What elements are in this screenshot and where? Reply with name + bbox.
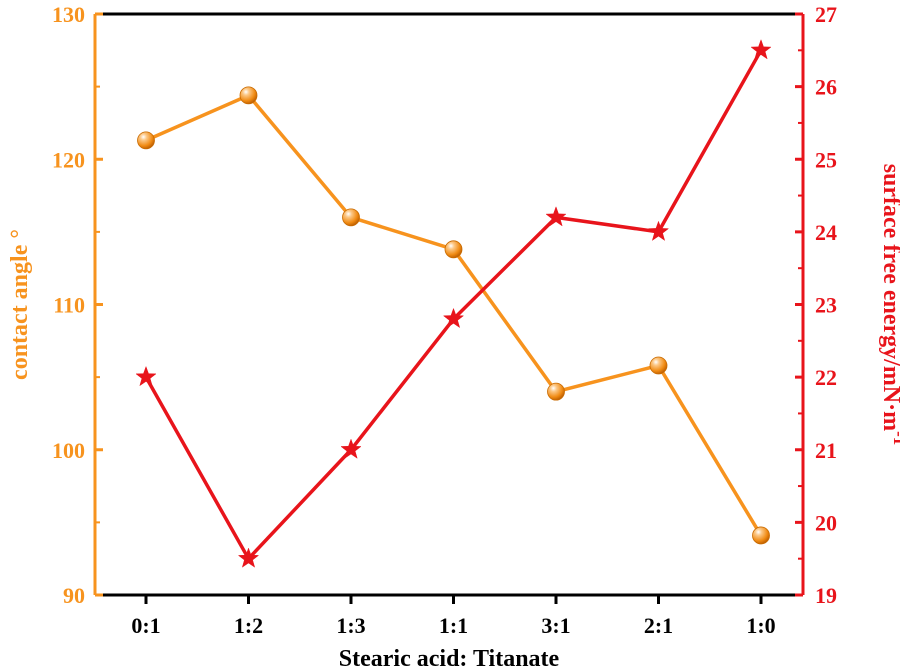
right-tick-label: 19 bbox=[815, 583, 837, 608]
x-tick-label: 1:3 bbox=[336, 613, 365, 638]
surface-free-energy-point bbox=[237, 547, 260, 568]
right-tick-label: 24 bbox=[815, 220, 837, 245]
contact-angle-point bbox=[649, 356, 668, 375]
left-tick-label: 90 bbox=[63, 583, 85, 608]
right-axis-title: surface free energy/mN·m-1 bbox=[878, 164, 900, 446]
right-tick-label: 21 bbox=[815, 438, 837, 463]
right-tick-label: 20 bbox=[815, 510, 837, 535]
right-axis-title-superscript: -1 bbox=[890, 431, 900, 445]
surface-free-energy-line bbox=[144, 49, 763, 561]
x-tick-label: 1:0 bbox=[746, 613, 775, 638]
right-tick-label: 22 bbox=[815, 365, 837, 390]
contact-angle-point bbox=[239, 86, 258, 105]
right-tick-label: 27 bbox=[815, 2, 837, 27]
x-tick-label: 3:1 bbox=[541, 613, 570, 638]
contact-angle-point bbox=[137, 131, 155, 150]
contact-angle-point bbox=[547, 382, 565, 401]
contact-angle-point bbox=[752, 526, 770, 545]
surface-free-energy-point bbox=[647, 220, 670, 241]
right-tick-label: 23 bbox=[815, 293, 837, 318]
x-tick-label: 1:2 bbox=[234, 613, 263, 638]
right-axis-title-main: surface free energy/mN·m bbox=[878, 164, 900, 431]
left-axis-title: contact angle ° bbox=[7, 229, 33, 380]
x-axis-title: Stearic acid: Titanate bbox=[339, 646, 560, 671]
x-tick-label: 2:1 bbox=[644, 613, 673, 638]
surface-free-energy-point bbox=[442, 307, 465, 329]
contact-angle-point bbox=[444, 240, 463, 259]
left-tick-label: 120 bbox=[52, 147, 85, 172]
x-tick-label: 1:1 bbox=[439, 613, 468, 638]
left-tick-label: 110 bbox=[53, 293, 85, 318]
surface-free-energy-point bbox=[545, 206, 567, 227]
surface-free-energy-point bbox=[135, 365, 157, 387]
left-tick-label: 130 bbox=[52, 2, 85, 27]
right-tick-label: 26 bbox=[815, 75, 837, 100]
left-tick-label: 100 bbox=[52, 438, 85, 463]
surface-free-energy-point bbox=[750, 39, 772, 60]
x-tick-label: 0:1 bbox=[131, 613, 160, 638]
contact-angle-point bbox=[342, 208, 360, 227]
surface-free-energy-point bbox=[340, 438, 362, 459]
right-tick-label: 25 bbox=[815, 147, 837, 172]
